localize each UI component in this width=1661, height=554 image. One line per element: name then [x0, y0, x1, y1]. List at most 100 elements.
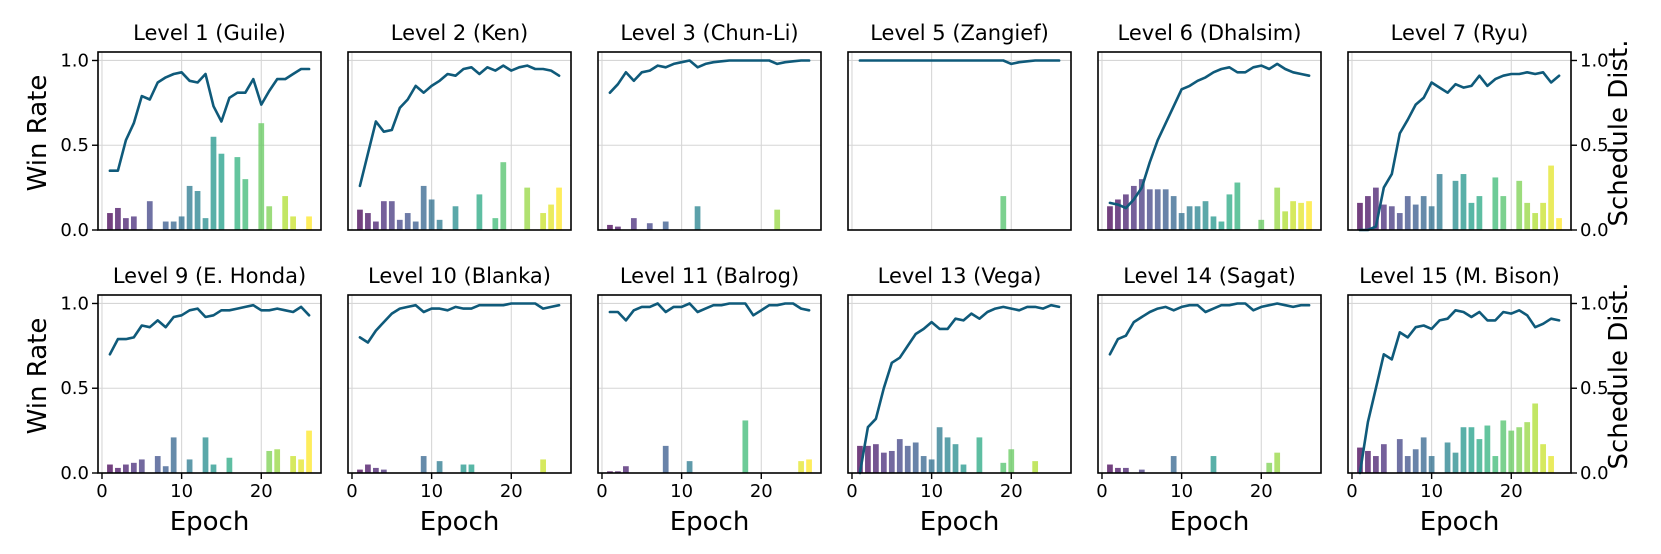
panel-title: Level 7 (Ryu) — [1391, 21, 1529, 45]
panel-3: Level 3 (Chun-Li) — [597, 21, 822, 231]
schedule-bar — [1365, 196, 1371, 230]
schedule-bar — [1476, 196, 1483, 230]
schedule-bar — [1373, 456, 1379, 473]
x-axis-label: Epoch — [920, 507, 1000, 537]
schedule-bar — [404, 213, 411, 230]
schedule-bar — [1170, 196, 1177, 230]
schedule-bar — [194, 191, 201, 230]
schedule-bar — [373, 221, 379, 230]
schedule-bar — [123, 218, 129, 230]
schedule-bar — [436, 461, 443, 473]
schedule-bar — [1428, 456, 1435, 473]
right-y-tick-label: 1.0 — [1580, 293, 1609, 314]
x-axis-label: Epoch — [420, 507, 500, 537]
x-tick-label: 10 — [920, 481, 943, 502]
schedule-bar — [115, 467, 121, 473]
x-tick-label: 20 — [250, 481, 273, 502]
schedule-bar — [646, 223, 653, 230]
schedule-bar — [1170, 456, 1177, 473]
schedule-bar — [1452, 180, 1459, 230]
panel-title: Level 3 (Chun-Li) — [620, 21, 798, 45]
schedule-bar — [1556, 218, 1562, 230]
schedule-bar — [615, 226, 621, 230]
panel-6: Level 7 (Ryu) 0.0 0.5 1.0 — [1347, 21, 1609, 241]
schedule-bar — [1412, 204, 1419, 230]
schedule-bar — [1194, 206, 1201, 230]
schedule-bar — [623, 466, 629, 473]
schedule-bar — [202, 218, 209, 230]
schedule-bar — [123, 464, 129, 473]
schedule-bar — [952, 444, 959, 473]
schedule-bar — [928, 459, 935, 473]
schedule-bar — [896, 439, 903, 473]
panel-2: Level 2 (Ken) — [347, 21, 572, 231]
schedule-bar — [468, 464, 475, 473]
schedule-bar — [1115, 467, 1121, 473]
x-tick-label: 20 — [1250, 481, 1273, 502]
schedule-bar — [186, 185, 193, 230]
schedule-bar — [436, 219, 443, 230]
panel-frame — [847, 51, 1072, 231]
schedule-bar — [936, 427, 943, 473]
y-tick-label: 0.0 — [60, 220, 89, 241]
schedule-bar — [1404, 196, 1411, 230]
schedule-bar — [607, 471, 613, 473]
schedule-bar — [1452, 452, 1459, 473]
panel-title: Level 6 (Dhalsim) — [1118, 21, 1302, 45]
schedule-bar — [210, 136, 217, 230]
schedule-bar — [1524, 422, 1531, 473]
schedule-bar — [290, 216, 296, 230]
schedule-bar — [107, 213, 113, 230]
schedule-bar — [662, 221, 669, 230]
schedule-bar — [298, 459, 304, 473]
right-axis-label-top: Schedule Dist. — [1604, 40, 1634, 227]
schedule-bar — [1107, 206, 1113, 230]
panel-title: Level 14 (Sagat) — [1123, 264, 1296, 288]
schedule-bar — [1396, 213, 1403, 230]
schedule-bar — [1000, 196, 1007, 230]
schedule-bar — [944, 437, 951, 473]
schedule-bar — [1138, 469, 1145, 473]
x-tick-label: 0 — [596, 481, 607, 502]
win-rate-line — [1108, 62, 1311, 210]
schedule-bar — [1540, 444, 1546, 473]
schedule-bar — [162, 221, 169, 230]
win-rate-line — [608, 302, 811, 322]
schedule-bar — [357, 469, 363, 473]
schedule-bar — [266, 450, 273, 473]
schedule-bar — [1154, 189, 1161, 230]
schedule-bar — [420, 185, 427, 230]
win-rate-line — [858, 303, 1061, 475]
schedule-bar — [912, 442, 919, 473]
schedule-bar — [138, 459, 145, 473]
panel-frame — [347, 294, 572, 474]
schedule-bar — [1492, 456, 1499, 473]
schedule-bar — [548, 204, 554, 230]
schedule-bar — [1226, 194, 1233, 230]
schedule-bar — [806, 459, 812, 473]
panel-frame — [847, 294, 1072, 474]
schedule-bar — [1298, 202, 1304, 230]
x-tick-label: 20 — [1000, 481, 1023, 502]
schedule-bar — [202, 437, 209, 473]
schedule-bar — [540, 213, 546, 230]
right-y-tick-label: 0.5 — [1580, 135, 1609, 156]
schedule-bar — [1460, 174, 1467, 230]
panel-4: Level 5 (Zangief) — [847, 21, 1072, 231]
schedule-bar — [1532, 213, 1539, 230]
panel-frame — [97, 294, 322, 474]
schedule-bar — [556, 187, 562, 230]
schedule-bar — [1306, 201, 1312, 230]
schedule-bar — [1107, 464, 1113, 473]
schedule-bar — [1357, 447, 1363, 473]
schedule-bar — [1365, 450, 1371, 473]
win-rate-line — [608, 59, 811, 94]
schedule-bar — [1032, 461, 1039, 473]
schedule-bar — [1008, 449, 1015, 473]
schedule-bar — [1500, 420, 1507, 473]
panel-frame — [1097, 294, 1322, 474]
schedule-bar — [115, 207, 121, 230]
